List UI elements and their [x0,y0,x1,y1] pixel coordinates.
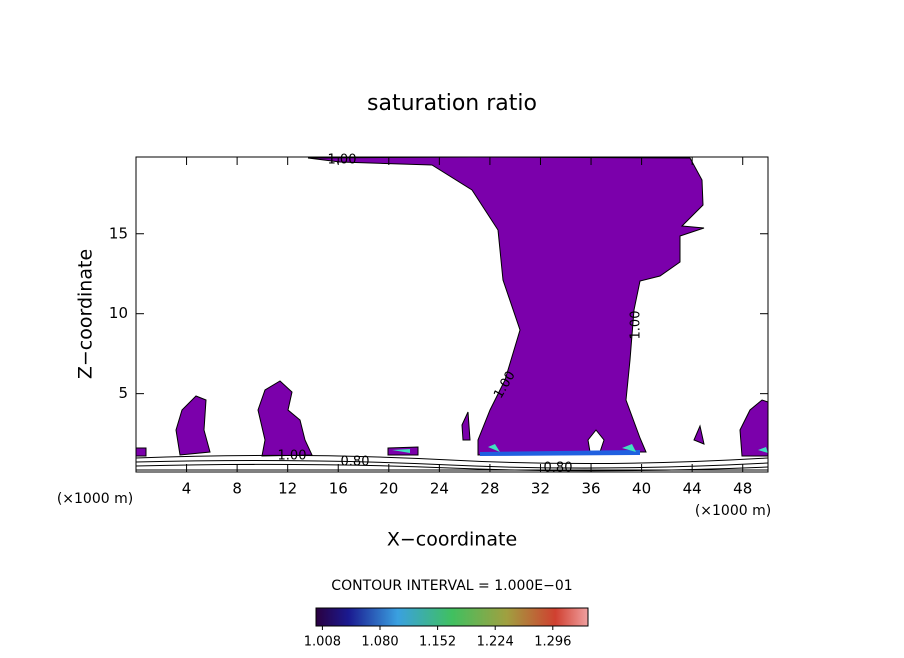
contour-interval: CONTOUR INTERVAL = 1.000E−01 [331,578,572,594]
contour-fill [135,156,769,457]
y-tick-label: 10 [109,304,128,322]
x-tick-label: 12 [278,480,297,498]
y-axis-label: Z−coordinate [75,249,97,379]
colorbar [315,607,589,627]
colorbar-tick-label: 1.152 [419,635,456,650]
contour-label: 1.00 [278,449,307,464]
x-tick-label: 32 [531,480,550,498]
x-tick-label: 40 [632,480,651,498]
colorbar-tick-label: 1.080 [361,635,398,650]
colorbar-tick-label: 1.224 [477,635,514,650]
x-tick-label: 36 [581,480,600,498]
contour-label: 1.00 [629,311,644,340]
x-tick-label: 48 [733,480,752,498]
x-unit-label: (×1000 m) [695,503,771,519]
contour-label: 0.80 [341,455,370,470]
y-tick-label: 15 [109,224,128,242]
colorbar-tick-label: 1.296 [534,635,571,650]
contour-label: 0.80 [544,461,573,476]
chart-title: saturation ratio [367,91,537,116]
x-unit-label: (×1000 m) [57,491,133,507]
plot-frame [135,156,769,473]
contour-labels: 1.00 1.00 1.00 1.00 0.80 0.80 [278,153,644,476]
x-tick-label: 28 [480,480,499,498]
x-tick-label: 44 [683,480,702,498]
x-tick-label: 20 [379,480,398,498]
x-axis-label: X−coordinate [387,529,517,551]
colorbar-tick-label: 1.008 [304,635,341,650]
x-tick-label: 16 [329,480,348,498]
x-tick-label: 4 [182,480,192,498]
x-tick-label: 24 [430,480,449,498]
contour-label: 1.00 [328,153,357,168]
contour-detail [135,444,769,472]
x-tick-label: 8 [232,480,242,498]
y-tick-label: 5 [118,384,128,402]
